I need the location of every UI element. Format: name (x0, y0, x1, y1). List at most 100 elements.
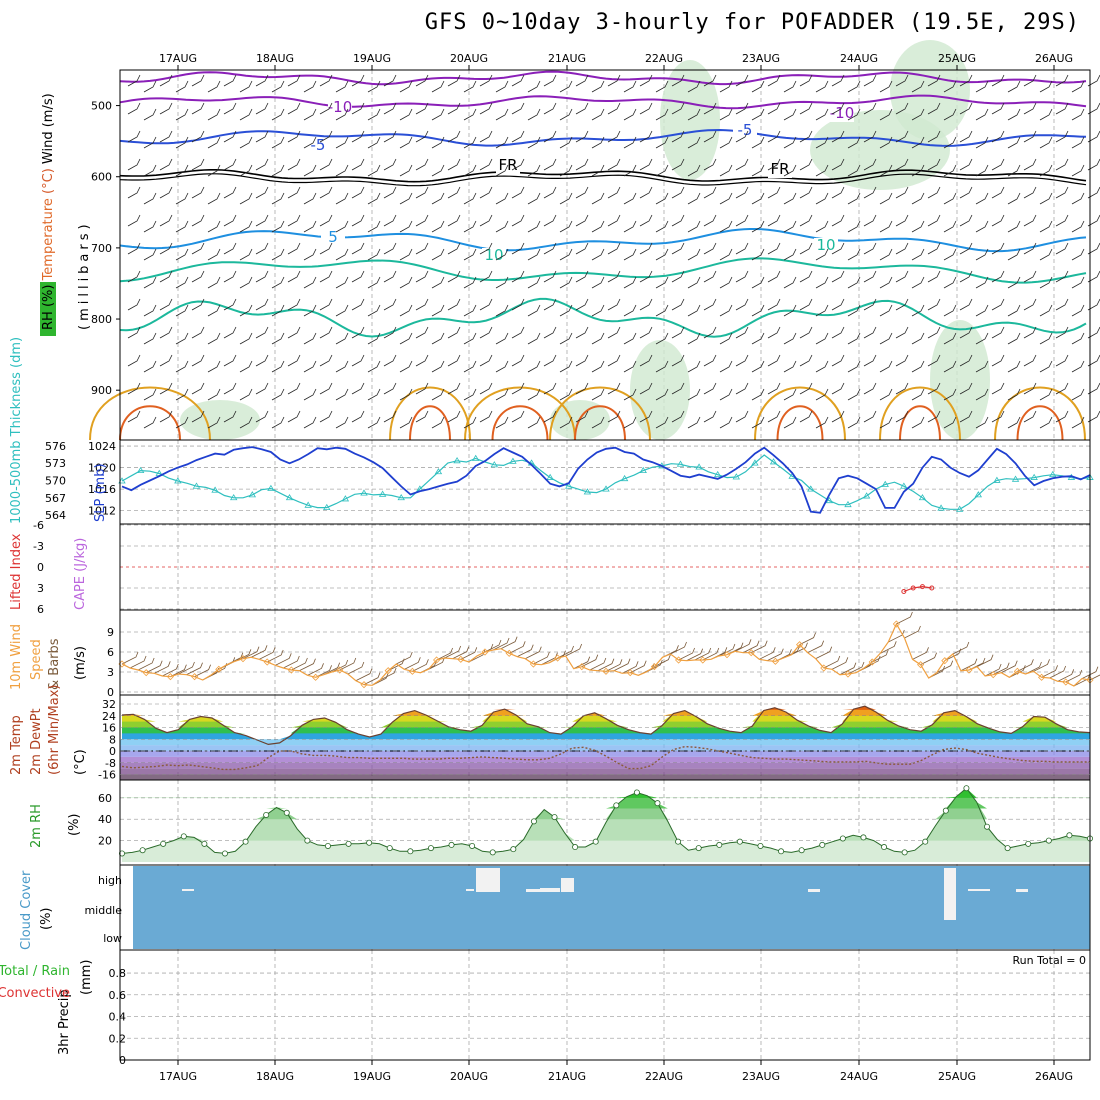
thickness-line-marker (211, 486, 219, 493)
wind-barb (175, 164, 189, 177)
thickness-line-marker (751, 459, 759, 466)
wind-barb (735, 158, 749, 171)
wind-barb (239, 248, 253, 261)
wind-barb (623, 80, 637, 93)
wind-barb (271, 220, 285, 233)
wind-barb (559, 108, 573, 121)
wind-barb (639, 158, 653, 171)
wind-barb (927, 186, 941, 199)
wind-barb (479, 102, 493, 115)
wind-barb (191, 270, 205, 283)
cloud-ylabel-text: Cloud Cover (19, 870, 34, 950)
wind-barb (799, 298, 813, 311)
cloud-tick-label: middle (84, 904, 122, 917)
surface-wind-barb (863, 655, 881, 669)
surface-wind-barb (831, 657, 849, 670)
wind-barb (783, 220, 797, 233)
wind-barb (847, 332, 861, 345)
wind-barb (303, 276, 317, 289)
precip-convective-label: Convective (0, 986, 70, 1001)
temp-tick-label: 0 (109, 745, 116, 758)
wind-barb (175, 332, 189, 345)
surface-wind-barb (283, 655, 300, 669)
wind-barb (239, 192, 253, 205)
wind-barb (623, 360, 637, 373)
wind-barb (687, 276, 701, 289)
rh-ylabel: 2m RH (29, 804, 44, 848)
wind-barb (703, 354, 717, 367)
wind-barb (911, 192, 925, 205)
wind-barb (687, 136, 701, 149)
wind-barb (511, 102, 525, 115)
precip-tick-label: 0 (119, 1054, 126, 1067)
wind-barb (415, 382, 429, 395)
wind-barb (495, 192, 509, 205)
wind-barb (383, 102, 397, 115)
surface-wind-barb (823, 655, 841, 669)
temp-ylabel: (6hr Min/Max) (47, 685, 62, 775)
wind-barb (703, 74, 717, 87)
wind-barb (975, 164, 989, 177)
wind-barb (495, 276, 509, 289)
wind-barb (479, 298, 493, 311)
wind-barb (207, 332, 221, 345)
wind-barb (159, 102, 173, 115)
wind-barb (847, 80, 861, 93)
rh-marker (798, 847, 805, 854)
wind-barb (383, 242, 397, 255)
contour-hot (119, 405, 181, 441)
wind-barb (175, 248, 189, 261)
panel-frame (119, 949, 1091, 1061)
wind-barb (735, 354, 749, 367)
surface-wind-barb (839, 662, 857, 676)
wind-barb (703, 102, 717, 115)
wind-barb (447, 270, 461, 283)
wind-barb (815, 164, 829, 177)
wind-barb (335, 248, 349, 261)
contour-label: 10 (816, 236, 835, 254)
wind-barb (287, 298, 301, 311)
wind-barb (655, 220, 669, 233)
wind-barb (847, 276, 861, 289)
surface-wind-barb (670, 641, 687, 655)
wind-barb (863, 242, 877, 255)
wind-barb (495, 164, 509, 177)
surface-wind-barb (460, 647, 478, 660)
date-label-top: 24AUG (840, 52, 878, 65)
wind-barb (639, 214, 653, 227)
thickness-line-marker (713, 470, 722, 478)
surface-wind-barb (339, 657, 357, 671)
wind-barb (447, 354, 461, 367)
wind-barb (239, 304, 253, 317)
rh-marker (221, 850, 228, 857)
wind-speed-marker (287, 666, 295, 674)
wind-barb (415, 130, 429, 143)
wind-speed-marker (1013, 667, 1021, 675)
thickness-line-marker (397, 494, 405, 501)
wind-speed-marker (844, 670, 852, 678)
wind-barb (399, 360, 413, 373)
wind-barb (719, 164, 733, 177)
wind-speed-marker (650, 663, 658, 671)
wind-barb (383, 354, 397, 367)
wind-barb (975, 80, 989, 93)
wind-barb (367, 80, 381, 93)
wind-barb (495, 304, 509, 317)
wind-barb (831, 186, 845, 199)
wind-barb (815, 276, 829, 289)
wind-barb (431, 360, 445, 373)
precip-tick-label: 0.6 (109, 989, 127, 1002)
wind-barb (367, 192, 381, 205)
wind-barb (639, 270, 653, 283)
wind-barb (831, 102, 845, 115)
wind-barb (207, 304, 221, 317)
rh-marker (1066, 832, 1073, 839)
date-label-bottom: 22AUG (645, 1070, 683, 1083)
wind-barb (607, 158, 621, 171)
wind-barb (559, 164, 573, 177)
wind-barb (751, 192, 765, 205)
wind-barb (671, 298, 685, 311)
wind-barb (799, 410, 813, 423)
rh-marker (407, 848, 414, 855)
date-label-bottom: 20AUG (450, 1070, 488, 1083)
